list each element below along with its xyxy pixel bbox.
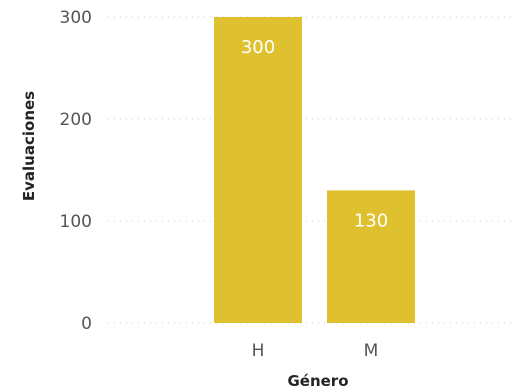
y-tick-label: 200 <box>60 110 92 130</box>
x-tick-label-h: H <box>252 341 265 361</box>
y-axis-ticks: 0 100 200 300 <box>60 8 92 334</box>
y-axis-title: Evaluaciones <box>20 91 38 201</box>
y-tick-label: 100 <box>60 212 92 232</box>
data-label-m: 130 <box>354 210 388 231</box>
x-tick-label-m: M <box>364 341 379 361</box>
x-axis-title: Género <box>287 372 348 390</box>
bar-m[interactable] <box>327 190 415 323</box>
gridlines <box>108 16 515 324</box>
bars: 300 130 <box>214 17 415 323</box>
y-tick-label: 0 <box>81 314 92 334</box>
data-label-h: 300 <box>241 37 275 58</box>
bar-h[interactable] <box>214 17 302 323</box>
y-tick-label: 300 <box>60 8 92 28</box>
